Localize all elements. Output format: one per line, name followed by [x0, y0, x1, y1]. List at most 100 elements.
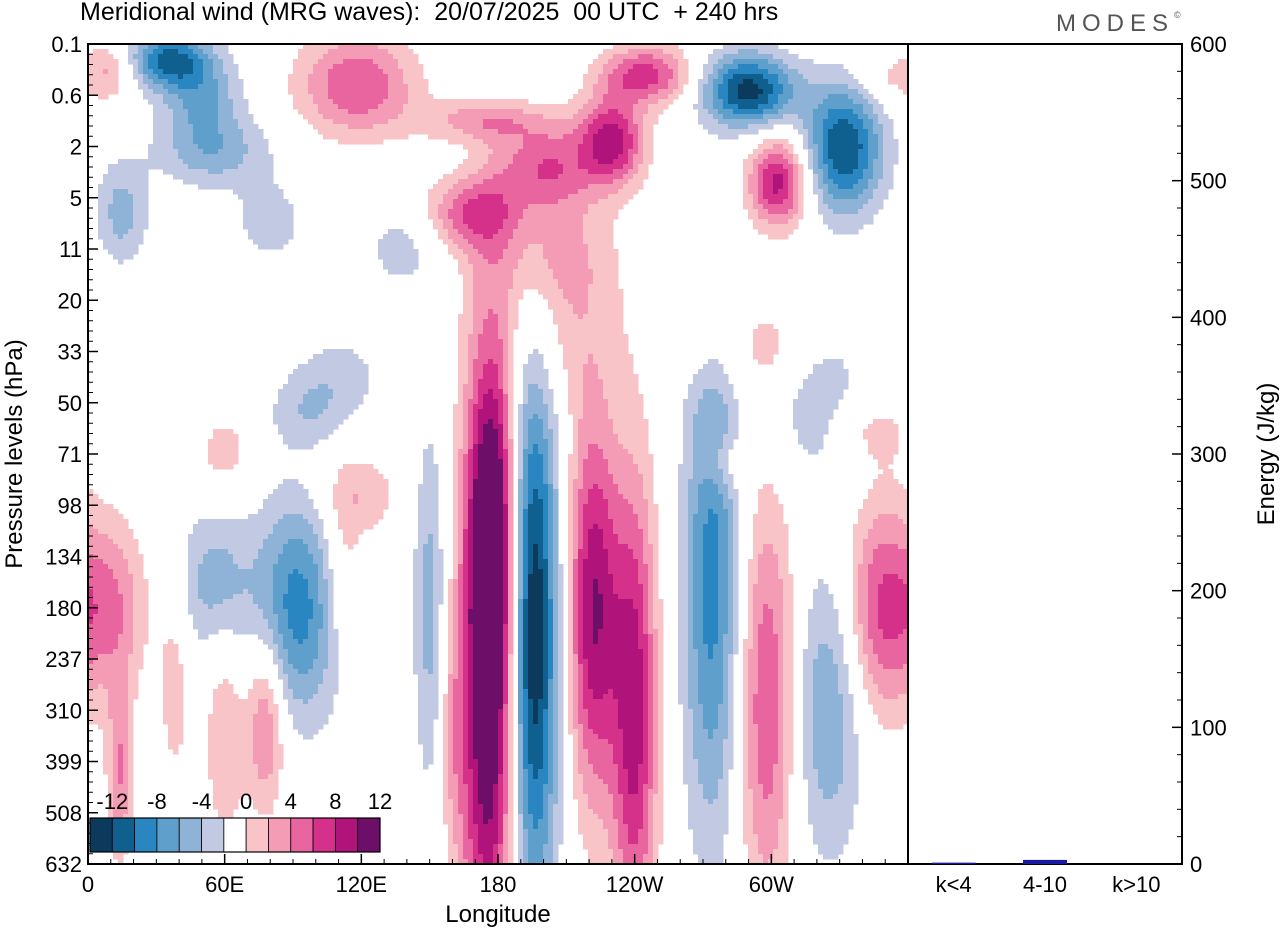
heatmap-cell	[543, 389, 549, 395]
heatmap-cell	[328, 364, 334, 370]
heatmap-cell	[873, 184, 879, 190]
heatmap-cell	[738, 89, 744, 95]
heatmap-cell	[748, 89, 754, 95]
heatmap-cell	[403, 49, 409, 55]
heatmap-cell	[543, 179, 549, 185]
heatmap-cell	[718, 94, 724, 100]
heatmap-cell	[233, 69, 239, 75]
heatmap-cell	[193, 114, 199, 120]
heatmap-cell	[468, 274, 474, 280]
heatmap-cell	[513, 239, 519, 245]
heatmap-cell	[813, 84, 819, 90]
heatmap-cell	[613, 89, 619, 95]
heatmap-cell	[473, 334, 479, 340]
heatmap-cell	[483, 264, 489, 270]
heatmap-cell	[823, 359, 829, 365]
heatmap-cell	[868, 204, 874, 210]
heatmap-cell	[238, 99, 244, 105]
heatmap-cell	[378, 109, 384, 115]
heatmap-cell	[588, 274, 594, 280]
heatmap-cell	[613, 139, 619, 145]
heatmap-cell	[848, 179, 854, 185]
heatmap-cell	[533, 239, 539, 245]
heatmap-cell	[743, 189, 749, 195]
heatmap-cell	[598, 104, 604, 110]
heatmap-cell	[628, 369, 634, 375]
heatmap-cell	[833, 99, 839, 105]
heatmap-cell	[458, 184, 464, 190]
heatmap-cell	[773, 229, 779, 235]
heatmap-cell	[338, 74, 344, 80]
heatmap-cell	[133, 64, 139, 70]
heatmap-cell	[128, 224, 134, 230]
heatmap-cell	[93, 49, 99, 55]
heatmap-cell	[363, 64, 369, 70]
heatmap-cell	[673, 89, 679, 95]
heatmap-cell	[198, 84, 204, 90]
heatmap-cell	[773, 84, 779, 90]
heatmap-cell	[773, 159, 779, 165]
heatmap-cell	[103, 94, 109, 100]
heatmap-cell	[758, 69, 764, 75]
heatmap-cell	[573, 169, 579, 175]
heatmap-cell	[103, 179, 109, 185]
heatmap-cell	[198, 174, 204, 180]
heatmap-cell	[563, 219, 569, 225]
heatmap-cell	[158, 134, 164, 140]
heatmap-cell	[193, 174, 199, 180]
heatmap-cell	[498, 139, 504, 145]
heatmap-cell	[378, 99, 384, 105]
heatmap-cell	[593, 304, 599, 310]
heatmap-cell	[213, 74, 219, 80]
heatmap-cell	[653, 109, 659, 115]
heatmap-cell	[463, 129, 469, 135]
heatmap-cell	[403, 99, 409, 105]
heatmap-cell	[383, 99, 389, 105]
heatmap-cell	[778, 179, 784, 185]
heatmap-cell	[258, 244, 264, 250]
heatmap-cell	[768, 44, 774, 50]
heatmap-cell	[863, 109, 869, 115]
heatmap-cell	[473, 144, 479, 150]
heatmap-cell	[683, 79, 689, 85]
heatmap-cell	[458, 384, 464, 390]
heatmap-cell	[223, 89, 229, 95]
heatmap-cell	[558, 249, 564, 255]
heatmap-cell	[583, 104, 589, 110]
heatmap-cell	[523, 284, 529, 290]
heatmap-cell	[158, 89, 164, 95]
heatmap-cell	[103, 214, 109, 220]
heatmap-cell	[868, 194, 874, 200]
heatmap-cell	[573, 184, 579, 190]
heatmap-cell	[388, 114, 394, 120]
heatmap-cell	[813, 149, 819, 155]
heatmap-cell	[578, 149, 584, 155]
heatmap-cell	[468, 299, 474, 305]
heatmap-cell	[458, 349, 464, 355]
heatmap-cell	[478, 114, 484, 120]
heatmap-cell	[138, 84, 144, 90]
heatmap-cell	[463, 169, 469, 175]
heatmap-cell	[238, 194, 244, 200]
heatmap-cell	[383, 64, 389, 70]
heatmap-cell	[183, 129, 189, 135]
heatmap-cell	[633, 374, 639, 380]
heatmap-cell	[783, 99, 789, 105]
heatmap-cell	[813, 154, 819, 160]
heatmap-cell	[198, 69, 204, 75]
heatmap-cell	[573, 329, 579, 335]
heatmap-cell	[318, 384, 324, 390]
heatmap-cell	[413, 249, 419, 255]
heatmap-cell	[613, 269, 619, 275]
heatmap-cell	[393, 249, 399, 255]
heatmap-cell	[653, 49, 659, 55]
heatmap-cell	[493, 149, 499, 155]
heatmap-cell	[408, 269, 414, 275]
heatmap-cell	[303, 44, 309, 50]
heatmap-cell	[588, 124, 594, 130]
heatmap-cell	[873, 199, 879, 205]
heatmap-cell	[613, 304, 619, 310]
heatmap-cell	[568, 179, 574, 185]
heatmap-cell	[503, 204, 509, 210]
heatmap-cell	[103, 244, 109, 250]
